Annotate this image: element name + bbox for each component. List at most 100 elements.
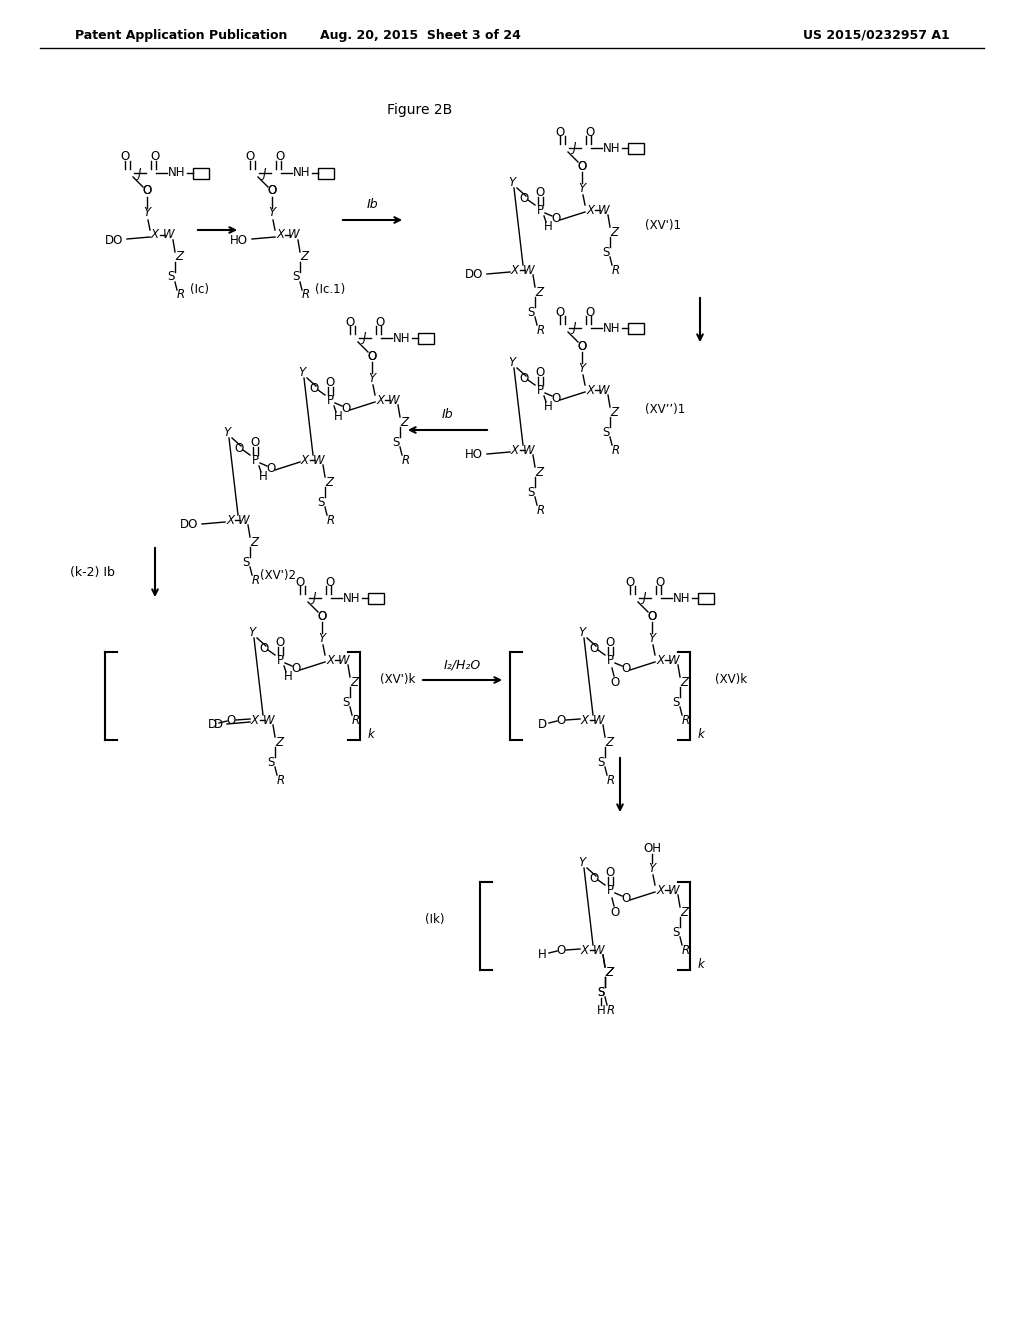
Text: S: S <box>167 271 175 284</box>
Text: O: O <box>556 714 565 727</box>
Text: Patent Application Publication: Patent Application Publication <box>75 29 288 41</box>
Text: O: O <box>578 160 587 173</box>
Text: NH: NH <box>393 331 411 345</box>
Text: R: R <box>537 503 545 516</box>
Text: O: O <box>251 436 260 449</box>
Text: Z: Z <box>535 285 543 298</box>
Text: (Ic.1): (Ic.1) <box>315 284 345 297</box>
Text: S: S <box>597 755 605 768</box>
Text: O: O <box>275 150 285 164</box>
Text: I₂/H₂O: I₂/H₂O <box>443 659 481 672</box>
Text: P: P <box>327 393 334 407</box>
Text: X: X <box>511 444 519 457</box>
Text: H: H <box>544 400 552 412</box>
Text: R: R <box>352 714 360 726</box>
Text: R: R <box>682 944 690 957</box>
Text: J: J <box>643 591 647 605</box>
Text: O: O <box>622 891 631 904</box>
Text: O: O <box>234 441 244 454</box>
Text: S: S <box>597 986 605 998</box>
Text: DO: DO <box>104 234 123 247</box>
Bar <box>418 333 434 343</box>
Text: Y: Y <box>318 631 326 644</box>
Text: S: S <box>673 925 680 939</box>
Text: P: P <box>537 203 544 216</box>
Text: Y: Y <box>249 626 256 639</box>
Text: D: D <box>538 718 547 731</box>
Text: (Ik): (Ik) <box>426 913 445 927</box>
Text: O: O <box>368 350 377 363</box>
Text: O: O <box>226 714 236 727</box>
Text: X: X <box>656 883 664 896</box>
Text: S: S <box>673 696 680 709</box>
Text: NH: NH <box>168 166 185 180</box>
Text: O: O <box>259 642 268 655</box>
Text: O: O <box>647 610 656 623</box>
Text: R: R <box>327 513 335 527</box>
Text: O: O <box>519 371 528 384</box>
Text: Z: Z <box>680 676 688 689</box>
Text: W: W <box>593 944 605 957</box>
Text: O: O <box>368 350 377 363</box>
Text: R: R <box>177 289 185 301</box>
Text: X: X <box>326 653 334 667</box>
Text: DO: DO <box>179 519 198 532</box>
Text: O: O <box>519 191 528 205</box>
Text: O: O <box>317 610 327 623</box>
Text: Z: Z <box>535 466 543 479</box>
Text: W: W <box>239 513 250 527</box>
Text: S: S <box>597 986 605 998</box>
Text: O: O <box>326 375 335 388</box>
Text: R: R <box>402 454 410 466</box>
Text: O: O <box>578 160 587 173</box>
Text: O: O <box>317 610 327 623</box>
Text: (XV)k: (XV)k <box>715 673 748 686</box>
Text: S: S <box>292 271 300 284</box>
Text: Y: Y <box>579 626 586 639</box>
Text: X: X <box>586 384 594 396</box>
Text: k: k <box>698 958 705 972</box>
Text: Y: Y <box>648 862 655 874</box>
Text: O: O <box>555 125 564 139</box>
Text: H: H <box>334 409 342 422</box>
Text: (XV’’)1: (XV’’)1 <box>645 404 685 417</box>
Text: W: W <box>669 653 680 667</box>
Text: X: X <box>581 944 589 957</box>
Text: O: O <box>590 642 599 655</box>
Text: X: X <box>581 714 589 726</box>
Text: W: W <box>163 228 175 242</box>
Text: J: J <box>364 331 367 345</box>
Text: Z: Z <box>610 226 618 239</box>
Text: Y: Y <box>268 206 275 219</box>
Text: W: W <box>388 393 399 407</box>
Text: Y: Y <box>223 425 230 438</box>
Text: Aug. 20, 2015  Sheet 3 of 24: Aug. 20, 2015 Sheet 3 of 24 <box>319 29 520 41</box>
Text: D: D <box>208 718 217 731</box>
Text: O: O <box>626 576 635 589</box>
Text: X: X <box>656 653 664 667</box>
Text: X: X <box>376 393 384 407</box>
Text: (k-2) Ib: (k-2) Ib <box>70 566 115 579</box>
Text: NH: NH <box>293 166 310 180</box>
Bar <box>698 593 714 603</box>
Text: D: D <box>214 718 223 731</box>
Text: NH: NH <box>603 322 621 334</box>
Text: S: S <box>602 246 609 259</box>
Text: W: W <box>313 454 325 466</box>
Text: Ib: Ib <box>367 198 378 211</box>
Text: O: O <box>341 401 350 414</box>
Text: O: O <box>267 185 276 198</box>
Text: O: O <box>292 661 301 675</box>
Text: (XV')k: (XV')k <box>380 673 416 686</box>
Text: Y: Y <box>579 855 586 869</box>
Text: Z: Z <box>680 906 688 919</box>
Text: O: O <box>246 150 255 164</box>
Text: X: X <box>586 203 594 216</box>
Text: (Ic): (Ic) <box>190 284 209 297</box>
Text: X: X <box>301 454 309 466</box>
Text: k: k <box>698 729 705 742</box>
Text: Y: Y <box>509 176 515 189</box>
Text: Z: Z <box>300 251 308 264</box>
Text: H: H <box>597 1003 605 1016</box>
Text: Z: Z <box>350 676 358 689</box>
